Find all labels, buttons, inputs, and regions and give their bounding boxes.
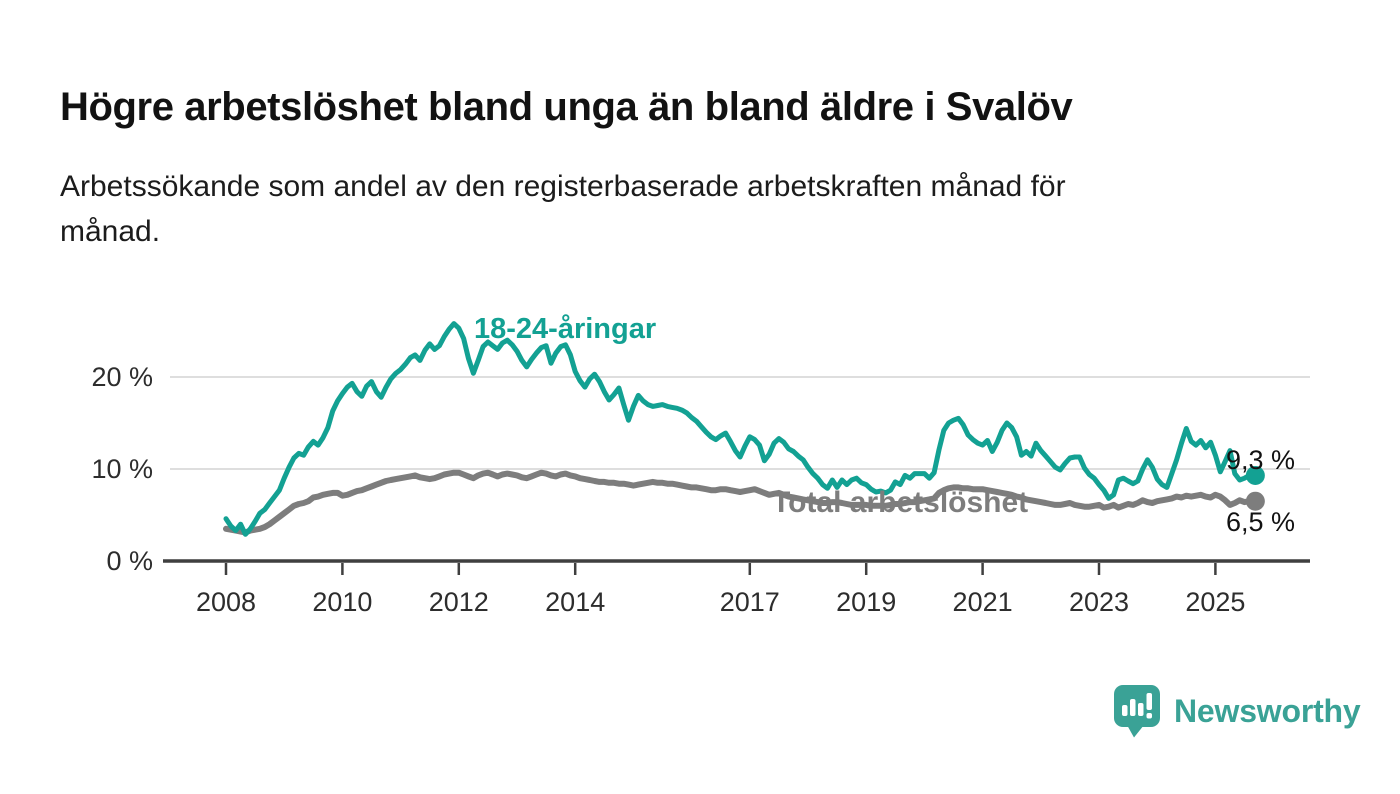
y-axis-label-20: 20 % (91, 362, 153, 392)
end-value-label-total: 6,5 % (1226, 507, 1296, 537)
x-axis-label-2021: 2021 (953, 587, 1013, 617)
newsworthy-logo[interactable]: Newsworthy (1113, 684, 1361, 738)
x-axis-label-2008: 2008 (196, 587, 256, 617)
chart-subtitle-line2: månad. (60, 215, 161, 248)
x-axis-label-2025: 2025 (1185, 587, 1245, 617)
newsworthy-logo-icon (1113, 684, 1161, 738)
page-title: Högre arbetslöshet bland unga än bland ä… (60, 84, 1073, 129)
series-line-18-24 (223, 321, 1252, 537)
series-line-total (223, 469, 1253, 536)
series-label-total: Total arbetslöshet (772, 486, 1029, 519)
end-dot-18-24 (1245, 465, 1265, 485)
x-axis-label-2012: 2012 (429, 587, 489, 617)
x-axis-label-2023: 2023 (1069, 587, 1129, 617)
series-label-18-24: 18-24-åringar (474, 313, 657, 345)
chart-subtitle-line1: Arbetssökande som andel av den registerb… (60, 170, 1066, 203)
end-dot-total (1245, 491, 1265, 511)
x-axis-label-2010: 2010 (312, 587, 372, 617)
x-axis-label-2019: 2019 (836, 587, 896, 617)
chart-subtitle: Arbetssökande som andel av den registerb… (60, 164, 1320, 254)
newsworthy-logo-text: Newsworthy (1174, 692, 1361, 729)
x-axis-label-2017: 2017 (720, 587, 780, 617)
y-axis-label-0: 0 % (106, 546, 153, 576)
y-axis-label-10: 10 % (91, 454, 153, 484)
end-value-label-18-24: 9,3 % (1226, 445, 1296, 475)
x-axis-label-2014: 2014 (545, 587, 605, 617)
